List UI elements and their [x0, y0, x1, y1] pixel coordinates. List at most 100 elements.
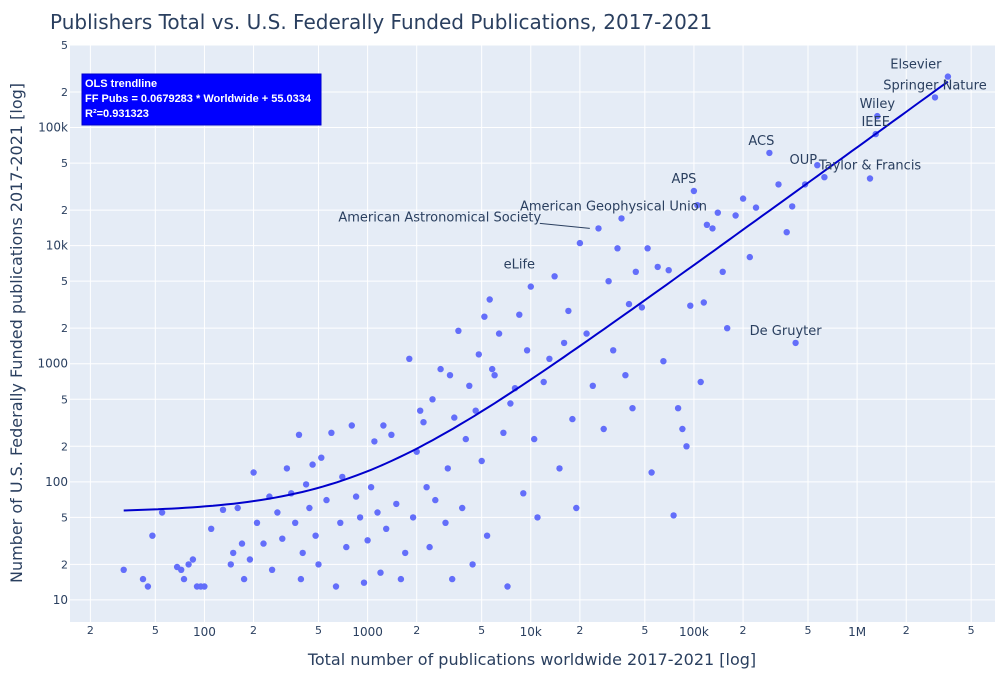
trendline-box-bg [81, 73, 322, 126]
data-point [483, 532, 491, 539]
data-point [374, 509, 381, 516]
data-point [605, 278, 612, 285]
data-point [527, 283, 534, 290]
data-point [423, 484, 430, 491]
x-axis-ticks: 2 5 100 2 5 1000 2 5 10k 2 5 100k 2 5 1M 2 5 [87, 624, 975, 639]
y-tick-label: 2 [61, 558, 68, 571]
data-point [393, 500, 400, 508]
y-tick-label: 2 [61, 322, 68, 335]
data-point [201, 583, 208, 590]
data-point [874, 112, 881, 120]
x-tick-label: 100k [679, 625, 709, 639]
data-point [297, 575, 305, 583]
data-point [469, 561, 476, 568]
x-tick-label: 100 [193, 625, 216, 639]
y-tick-label: 5 [61, 157, 68, 170]
plot-area [70, 45, 995, 622]
data-point [377, 569, 384, 576]
data-point [660, 358, 667, 365]
x-tick-label: 2 [87, 624, 94, 637]
data-point [523, 347, 531, 354]
y-tick-label: 2 [61, 204, 68, 217]
data-point [260, 540, 267, 547]
data-point [367, 484, 375, 491]
data-point [629, 405, 636, 412]
annotation-label: Taylor & Francis [818, 159, 922, 174]
data-point [654, 263, 661, 271]
data-point [520, 490, 527, 497]
data-point [618, 215, 625, 222]
data-point [442, 519, 449, 526]
data-point [315, 561, 322, 568]
data-point [318, 454, 325, 461]
annotation-label: OUP [789, 153, 817, 168]
trendline-box-line: OLS trendline [85, 78, 157, 90]
y-tick-label: 100k [38, 121, 68, 135]
data-point [531, 435, 538, 443]
data-point [632, 268, 639, 275]
data-point [397, 575, 405, 583]
data-point [253, 519, 261, 526]
annotation-label: American Geophysical Union [520, 199, 707, 214]
data-point [481, 313, 488, 320]
data-point [402, 549, 409, 557]
data-point [534, 514, 541, 521]
x-tick-label: 5 [478, 624, 485, 637]
x-tick-label: 2 [250, 624, 257, 637]
data-point [339, 473, 346, 481]
annotation-label: Springer Nature [883, 78, 987, 93]
data-point [208, 525, 215, 532]
data-point [420, 419, 427, 426]
data-point [240, 575, 248, 583]
data-point [462, 435, 469, 443]
x-tick-label: 10k [520, 625, 542, 639]
data-point [337, 519, 344, 526]
data-point [560, 339, 568, 347]
data-point [614, 245, 621, 252]
data-point [576, 239, 584, 247]
scatter-points [120, 73, 952, 590]
data-point [724, 325, 731, 332]
data-point [516, 311, 523, 318]
x-tick-label: 1M [848, 625, 866, 639]
data-point [292, 519, 299, 526]
data-point [540, 378, 547, 386]
annotation-label: APS [671, 172, 696, 187]
data-point [352, 493, 360, 500]
x-tick-label: 5 [968, 624, 975, 637]
data-point [866, 175, 874, 182]
data-point [475, 351, 482, 358]
data-point [600, 425, 607, 433]
data-point [703, 221, 711, 228]
data-point [230, 549, 237, 557]
data-point [444, 465, 451, 472]
data-point [455, 327, 462, 334]
data-point [486, 296, 493, 303]
x-axis-label: Total number of publications worldwide 2… [307, 650, 756, 669]
data-point [504, 583, 511, 590]
data-point [388, 431, 395, 438]
data-point [687, 302, 694, 309]
data-point [466, 382, 473, 389]
data-point [665, 267, 672, 274]
data-point [478, 457, 485, 465]
data-point [931, 94, 939, 101]
data-point [565, 307, 572, 315]
y-tick-label: 5 [61, 39, 68, 52]
data-point [507, 400, 514, 407]
data-point [283, 465, 291, 472]
data-point [250, 469, 257, 476]
data-point [719, 268, 726, 275]
data-point [732, 212, 739, 219]
data-point [783, 229, 790, 236]
data-point [306, 504, 313, 512]
data-point [426, 543, 433, 551]
data-point [700, 299, 707, 306]
data-point [583, 330, 590, 337]
annotation-label: eLife [504, 257, 535, 272]
data-point [274, 509, 281, 516]
data-point [697, 378, 704, 386]
data-point [406, 355, 413, 362]
data-point [246, 556, 254, 563]
